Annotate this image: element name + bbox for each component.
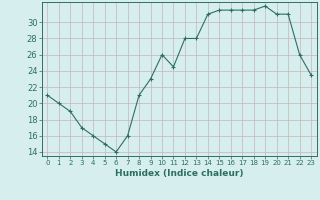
X-axis label: Humidex (Indice chaleur): Humidex (Indice chaleur) — [115, 169, 244, 178]
